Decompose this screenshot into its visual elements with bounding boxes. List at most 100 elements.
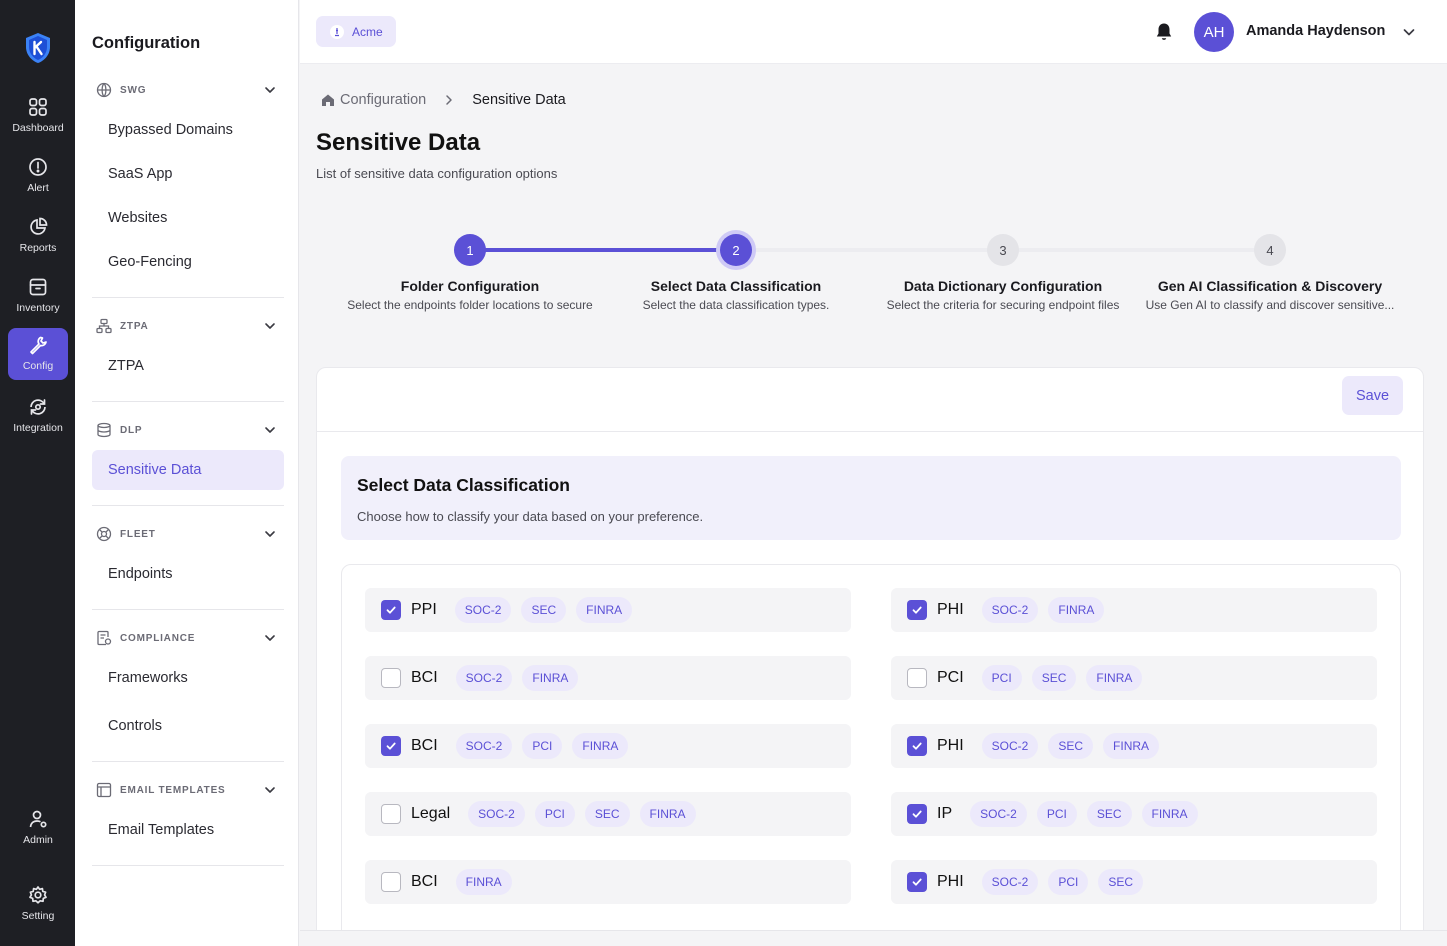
sidebar-item-websites[interactable]: Websites [108,210,168,226]
checkbox-unchecked[interactable] [907,668,927,688]
classification-row[interactable]: BCI SOC-2 FINRA [365,656,851,700]
sidebar-divider [92,401,284,402]
sidebar-item-sensitive-data[interactable]: Sensitive Data [92,450,284,490]
sidebar-group-label: COMPLIANCE [120,632,196,644]
classification-card: Save Select Data Classification Choose h… [316,367,1424,946]
sidebar-item-endpoints[interactable]: Endpoints [108,566,173,582]
breadcrumb-configuration[interactable]: Configuration [340,92,427,108]
step-4-indicator[interactable]: 4 [1254,234,1286,266]
page-subtitle: List of sensitive data configuration opt… [316,166,558,181]
step-1-indicator[interactable]: 1 [454,234,486,266]
breadcrumb: Configuration Sensitive Data [320,92,566,108]
step-3-indicator[interactable]: 3 [987,234,1019,266]
sidebar-item-geo-fencing[interactable]: Geo-Fencing [108,254,192,270]
compliance-tag: SOC-2 [981,597,1039,623]
compliance-icon [96,630,112,646]
checkbox-checked[interactable] [907,804,927,824]
rail-setting[interactable]: Setting [8,878,68,930]
sidebar-divider [92,609,284,610]
classification-name: BCI [411,873,438,890]
sidebar-item-bypassed-domains[interactable]: Bypassed Domains [108,122,233,138]
sidebar-item-saas-app[interactable]: SaaS App [108,166,173,182]
checkbox-checked[interactable] [907,600,927,620]
classification-name: PHI [937,601,964,618]
sidebar-group-header-email-templates[interactable]: EMAIL TEMPLATES [92,780,284,800]
home-icon [322,94,334,106]
checkbox-checked[interactable] [381,736,401,756]
compliance-tag: SEC [1086,801,1132,827]
chevron-down-icon[interactable] [1401,24,1417,40]
rail-admin[interactable]: Admin [8,802,68,854]
rail-label: Inventory [16,302,60,314]
rail-reports[interactable]: Reports [8,210,68,262]
sidebar-group-header-dlp[interactable]: DLP [92,420,284,440]
classification-name: PHI [937,737,964,754]
sidebar-group-email-templates: EMAIL TEMPLATES [92,780,284,800]
sidebar-group-header-swg[interactable]: SWG [92,80,284,100]
sidebar-item-frameworks[interactable]: Frameworks [108,670,188,686]
rail-label: Setting [21,910,55,922]
sidebar-group-header-compliance[interactable]: COMPLIANCE [92,628,284,648]
classification-row[interactable]: BCI SOC-2 PCI FINRA [365,724,851,768]
org-logo-icon [330,24,344,39]
sidebar-group-label: EMAIL TEMPLATES [120,784,226,796]
stepper-track-complete [470,248,736,252]
checkbox-checked[interactable] [907,872,927,892]
sidebar-item-ztpa[interactable]: ZTPA [108,358,144,374]
classification-row[interactable]: PHI SOC-2 FINRA [891,588,1377,632]
rail-inventory[interactable]: Inventory [8,270,68,322]
bell-icon[interactable] [1153,21,1175,43]
chevron-down-icon[interactable] [263,527,277,541]
rail-alert[interactable]: Alert [8,150,68,202]
rail-label: Dashboard [12,122,64,134]
chevron-down-icon[interactable] [263,423,277,437]
classification-row[interactable]: PCI PCI SEC FINRA [891,656,1377,700]
sidebar-group-header-ztpa[interactable]: ZTPA [92,316,284,336]
classification-row[interactable]: PPI SOC-2 SEC FINRA [365,588,851,632]
checkbox-unchecked[interactable] [381,872,401,892]
compliance-tag: PCI [522,733,563,759]
pie-chart-icon [28,217,48,237]
rail-label: Reports [19,242,57,254]
compliance-tag: PCI [534,801,575,827]
save-button[interactable]: Save [1342,376,1403,415]
classification-grid: PPI SOC-2 SEC FINRA BCI SOC-2 FINRA BCI SOC-2 PCI… [341,564,1401,946]
sidebar-item-email-templates[interactable]: Email Templates [108,822,215,838]
horizontal-scrollbar[interactable] [300,930,1447,946]
sidebar-group-fleet: FLEET [92,524,284,544]
chevron-down-icon[interactable] [263,631,277,645]
checkbox-unchecked[interactable] [381,668,401,688]
step-1-title: Folder Configuration [400,278,540,294]
checkbox-checked[interactable] [907,736,927,756]
step-3-title: Data Dictionary Configuration [903,278,1103,294]
sidebar-group-header-fleet[interactable]: FLEET [92,524,284,544]
step-2-indicator[interactable]: 2 [720,234,752,266]
classification-name: PPI [411,601,437,618]
classification-name: PCI [937,669,964,686]
checkbox-unchecked[interactable] [381,804,401,824]
classification-row[interactable]: Legal SOC-2 PCI SEC FINRA [365,792,851,836]
sidebar-item-controls[interactable]: Controls [108,718,162,734]
step-4-title: Gen AI Classification & Discovery [1157,278,1383,294]
rail-integration[interactable]: Integration [8,390,68,442]
avatar[interactable]: AH [1194,12,1234,52]
chevron-down-icon[interactable] [263,83,277,97]
compliance-tag: FINRA [1086,665,1143,691]
step-2-title: Select Data Classification [650,278,822,294]
checkbox-checked[interactable] [381,600,401,620]
classification-row[interactable]: IP SOC-2 PCI SEC FINRA [891,792,1377,836]
compliance-tag: FINRA [572,733,629,759]
archive-box-icon [28,277,48,297]
rail-dashboard[interactable]: Dashboard [8,90,68,142]
user-name[interactable]: Amanda Haydenson [1246,23,1386,39]
classification-row[interactable]: PHI SOC-2 SEC FINRA [891,724,1377,768]
sidebar-group-ztpa: ZTPA [92,316,284,336]
org-switcher[interactable]: Acme [316,16,396,47]
classification-row[interactable]: PHI SOC-2 PCI SEC [891,860,1377,904]
classification-row[interactable]: BCI FINRA [365,860,851,904]
chevron-down-icon[interactable] [263,783,277,797]
compliance-tag: SEC [1098,869,1144,895]
chevron-down-icon[interactable] [263,319,277,333]
classification-name: BCI [411,669,438,686]
rail-config[interactable]: Config [8,328,68,380]
